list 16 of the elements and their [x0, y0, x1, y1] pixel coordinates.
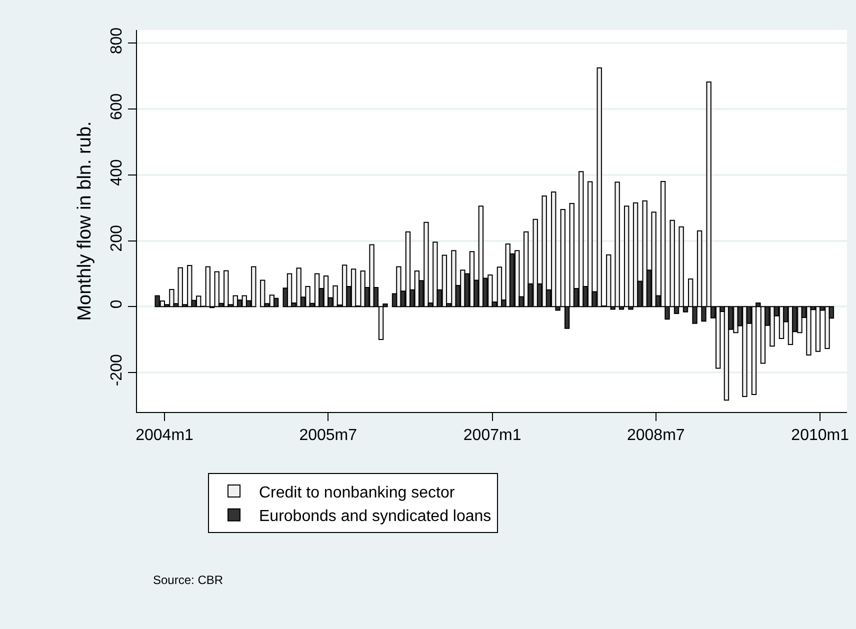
- y-tick-label: 800: [108, 27, 126, 54]
- bar: [273, 298, 279, 308]
- x-tick-label: 2007m1: [463, 427, 522, 444]
- x-tick-label: 2008m7: [626, 427, 685, 444]
- source-note: Source: CBR: [153, 573, 224, 587]
- legend-label: Credit to nonbanking sector: [259, 484, 456, 502]
- y-tick-label: 600: [108, 93, 126, 120]
- y-tick-label: 200: [108, 224, 126, 252]
- y-tick-label: 400: [108, 159, 126, 186]
- y-tick-label: 0: [108, 300, 126, 309]
- y-axis-title: Monthly flow in bln. rub.: [74, 121, 96, 321]
- x-tick-label: 2005m7: [299, 427, 358, 444]
- x-tick-label: 2004m1: [136, 427, 194, 444]
- y-tick-label: -200: [108, 354, 126, 386]
- legend-label: Eurobonds and syndicated loans: [259, 508, 492, 526]
- x-tick-label: 2010m1: [791, 427, 850, 444]
